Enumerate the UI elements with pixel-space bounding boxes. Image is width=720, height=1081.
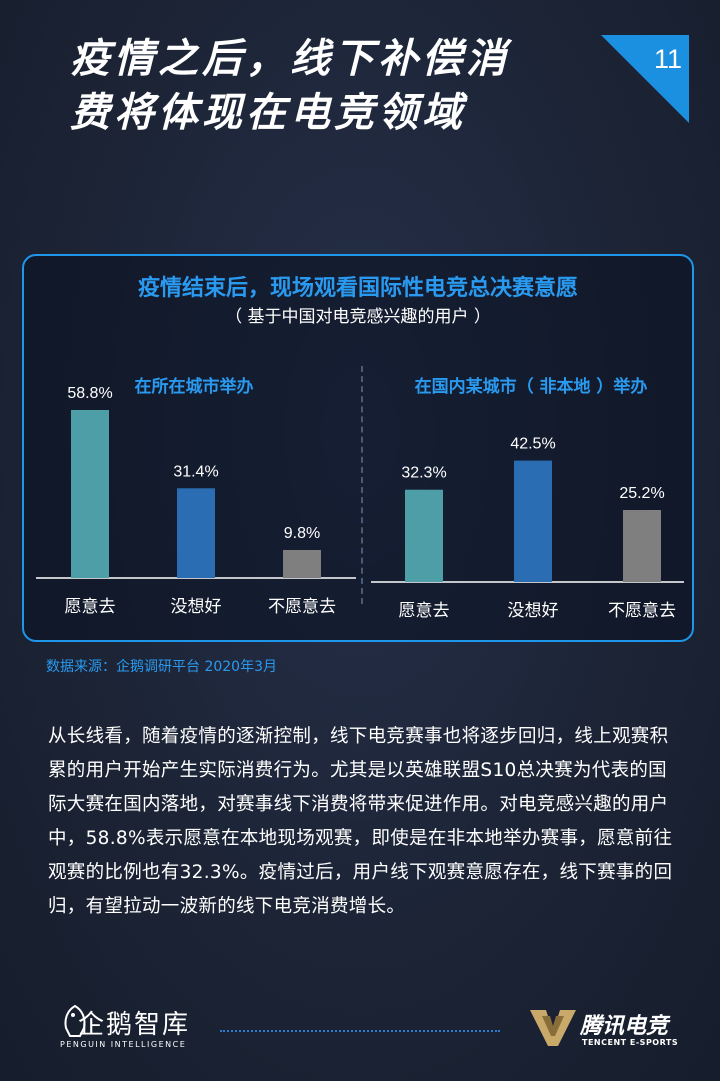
tencent-esports-logo: 腾讯电竞 TENCENT E-SPORTS [528,1006,698,1056]
chart-panel: 疫情结束后，现场观看国际性电竞总决赛意愿 （ 基于中国对电竞感兴趣的用户 ） 在… [22,254,694,642]
chart-1-category-label-3: 不愿意去 [268,597,336,617]
chart-1-bar-3 [283,550,321,578]
chart-1-category-label-2: 没想好 [171,597,222,617]
body-paragraph: 从长线看，随着疫情的逐渐控制，线下电竞赛事也将逐步回归，线上观赛积累的用户开始产… [48,726,673,917]
chart-2-category-label-1: 愿意去 [399,601,450,621]
chart-divider [361,366,363,604]
chart-2-category-label-2: 没想好 [508,601,559,621]
chart-2-title: 在国内某城市（ 非本地 ）举办 [414,377,648,397]
footer-divider [220,1030,500,1032]
chart-2-value-label-3: 25.2% [619,485,664,502]
chart-1-value-label-1: 58.8% [67,385,112,402]
chart-1-value-label-3: 9.8% [284,525,320,542]
chart-2-bar-2 [514,460,552,582]
page-corner-badge [601,35,689,123]
right-logo-en: TENCENT E-SPORTS [582,1038,679,1047]
chart-2-bar-1 [405,489,443,582]
penguin-icon [64,1004,86,1037]
chart-1-value-label-2: 31.4% [173,463,218,480]
page-title: 疫情之后，线下补偿消 费将体现在电竞领域 [70,32,590,140]
data-source: 数据来源：企鹅调研平台 2020年3月 [46,659,277,675]
bar-charts: 58.8% 愿意去 31.4% 没想好 9.8% 不愿意去 32.3% 愿意去 42.5% 没想好… [36,385,684,621]
chart-1-bar-2 [177,488,215,578]
chart-1-title: 在所在城市举办 [134,377,254,397]
left-logo-name: 企鹅智库 [78,1010,191,1040]
title-line-2: 费将体现在电竞领域 [70,90,466,136]
page-number: 11 [653,44,682,74]
title-line-1: 疫情之后，线下补偿消 [70,36,510,82]
chart-2-value-label-2: 42.5% [510,436,555,453]
left-logo-en: PENGUIN INTELLIGENCE [60,1040,187,1049]
penguin-intelligence-logo: 企鹅智库 PENGUIN INTELLIGENCE [60,1004,230,1054]
chart-2-value-label-1: 32.3% [401,465,446,482]
chart-1-bar-1 [71,410,109,578]
chart-2-bar-3 [623,510,661,582]
chart-panel-subtitle: （ 基于中国对电竞感兴趣的用户 ） [225,307,491,327]
chart-1-category-label-1: 愿意去 [65,597,116,617]
tencent-esports-icon [530,1010,576,1046]
chart-panel-title: 疫情结束后，现场观看国际性电竞总决赛意愿 [137,276,578,301]
chart-2-category-label-3: 不愿意去 [608,601,676,621]
right-logo-name: 腾讯电竞 [580,1014,669,1039]
